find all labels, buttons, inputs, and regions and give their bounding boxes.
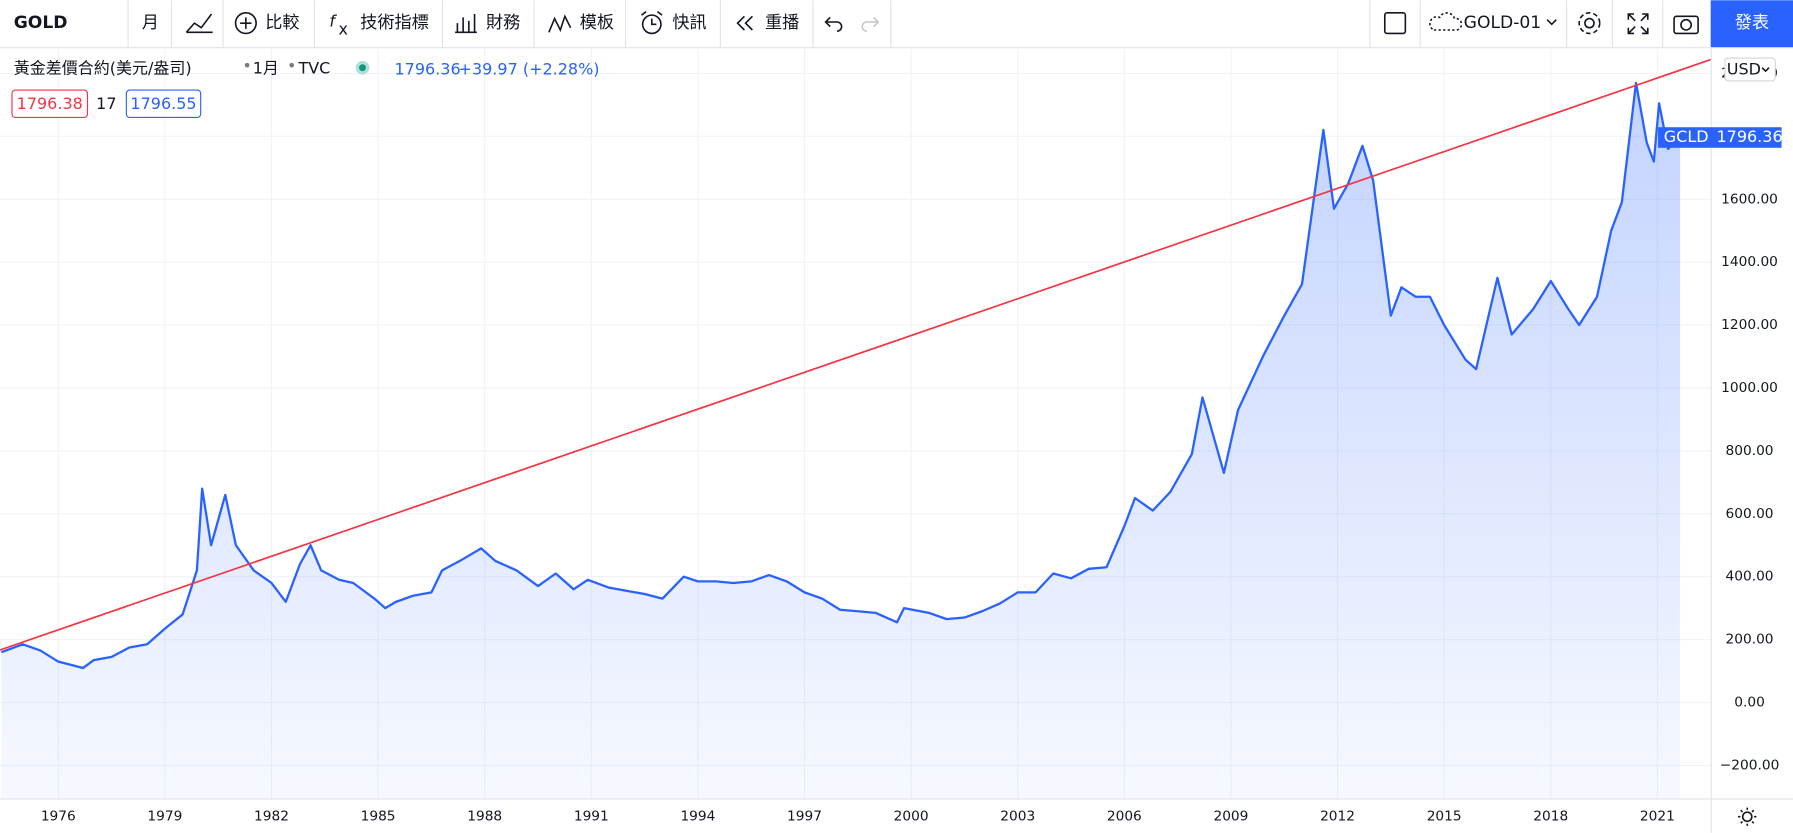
settings-icon	[1578, 12, 1601, 35]
x-tick-label: 1976	[41, 809, 76, 825]
y-tick-label: 400.00	[1726, 569, 1774, 585]
x-tick-label: 1988	[467, 809, 502, 825]
area-fill	[1, 82, 1681, 799]
settings-button[interactable]	[1584, 17, 1595, 29]
currency-label: USD	[1727, 60, 1761, 79]
trend-line	[0, 58, 1711, 651]
cloud-icon	[1429, 12, 1463, 31]
price-tag-name: GCLD	[1664, 127, 1709, 146]
price-tag-value: 1796.36	[1716, 127, 1782, 146]
x-tick-label: 1991	[574, 809, 609, 825]
price-tag	[1658, 127, 1782, 148]
indicators-icon[interactable]: f	[329, 11, 337, 30]
currency-button[interactable]	[1724, 57, 1776, 82]
indicators-icon: x	[338, 19, 347, 38]
price-line	[0, 81, 1681, 670]
y-tick-label: 200.00	[1726, 632, 1774, 648]
sell-box[interactable]	[11, 89, 89, 119]
x-tick-label: 2015	[1427, 809, 1462, 825]
alerts-icon[interactable]	[641, 14, 662, 35]
indicators-button[interactable]: 技術指標	[360, 13, 429, 33]
y-tick-label: −200.00	[1720, 757, 1780, 773]
axis-settings-button[interactable]	[1741, 811, 1753, 823]
x-tick-label: 2018	[1533, 809, 1568, 825]
legend-dot: •	[242, 56, 251, 75]
compare-icon[interactable]	[234, 12, 257, 35]
replay-icon[interactable]	[736, 15, 753, 31]
layout-select-button[interactable]	[1383, 12, 1407, 35]
compare-button[interactable]: 比較	[265, 13, 299, 33]
currency-menu	[1761, 67, 1770, 73]
y-tick-label: 1200.00	[1721, 317, 1778, 333]
legend-interval: 1月	[253, 58, 279, 77]
fullscreen-button[interactable]	[1627, 13, 1649, 35]
legend-title: 黃金差價合約(美元/盎司)	[14, 58, 192, 77]
y-tick-label: 1000.00	[1721, 380, 1778, 396]
financials-button[interactable]: 財務	[486, 13, 520, 33]
y-tick-label: 0.00	[1734, 694, 1765, 710]
legend-change: +39.97 (+2.28%)	[459, 60, 600, 79]
undo-button[interactable]	[824, 16, 843, 32]
y-tick-label: 800.00	[1726, 443, 1774, 459]
y-tick-label: 1600.00	[1721, 191, 1778, 207]
snapshot-button[interactable]	[1673, 15, 1699, 35]
x-tick-label: 2012	[1320, 809, 1355, 825]
legend-dot: •	[287, 56, 296, 75]
replay-button[interactable]: 重播	[765, 13, 799, 33]
x-tick-label: 1997	[787, 809, 822, 825]
compare-icon	[240, 17, 252, 29]
market-status-dot	[359, 64, 366, 72]
templates-icon[interactable]	[548, 14, 572, 33]
alerts-icon	[641, 11, 663, 26]
buy-box[interactable]	[125, 89, 202, 119]
chart-type-button[interactable]	[185, 13, 213, 34]
x-tick-label: 2006	[1107, 809, 1142, 825]
templates-button[interactable]: 模板	[580, 13, 614, 33]
layout-menu[interactable]	[1546, 19, 1557, 26]
axis-settings-icon	[1738, 807, 1757, 826]
financials-icon[interactable]	[455, 13, 477, 34]
alerts-button[interactable]: 快訊	[672, 13, 706, 33]
publish-label: 發表	[1735, 13, 1769, 33]
x-tick-label: 2000	[894, 809, 929, 825]
x-tick-label: 2021	[1640, 809, 1675, 825]
symbol-search[interactable]: GOLD	[14, 13, 68, 33]
x-tick-label: 1994	[680, 809, 715, 825]
x-tick-label: 2009	[1213, 809, 1248, 825]
snapshot-icon	[1680, 18, 1693, 31]
x-tick-label: 1982	[254, 809, 289, 825]
y-tick-label: 1400.00	[1721, 254, 1778, 270]
redo-button[interactable]	[861, 16, 880, 32]
x-tick-label: 2003	[1000, 809, 1035, 825]
spread: 17	[96, 94, 116, 113]
legend-last: 1796.36	[395, 60, 461, 79]
y-tick-label: 600.00	[1726, 506, 1774, 522]
layout-name[interactable]: GOLD-01	[1464, 13, 1542, 33]
x-tick-label: 1979	[147, 809, 182, 825]
interval-button[interactable]: 月	[142, 13, 159, 33]
x-tick-label: 1985	[361, 809, 396, 825]
ask-price: 1796.55	[130, 94, 196, 113]
publish-button[interactable]	[1710, 0, 1793, 48]
toolbar	[0, 0, 1793, 48]
legend-source: TVC	[297, 58, 330, 77]
bid-price: 1796.38	[17, 94, 83, 113]
